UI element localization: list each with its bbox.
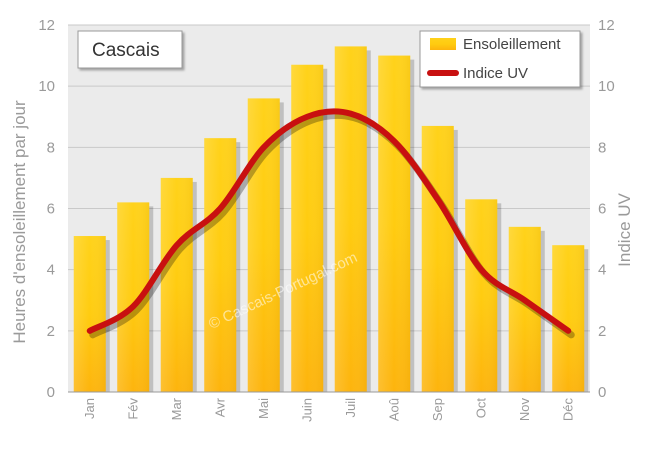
chart-title: Cascais bbox=[92, 40, 160, 61]
y2-axis-label: Indice UV bbox=[615, 192, 634, 266]
bar-highlight bbox=[334, 46, 367, 393]
bar-highlight bbox=[552, 245, 585, 392]
x-tick-label: Déc bbox=[560, 398, 575, 422]
right-axis-ticks: 0 2 4 6 8 10 12 bbox=[598, 17, 615, 401]
x-tick-label: Jan bbox=[82, 398, 97, 419]
y-tick-label: 12 bbox=[38, 17, 55, 34]
x-tick-label: Mar bbox=[169, 397, 184, 420]
y2-tick-label: 10 bbox=[598, 78, 615, 95]
x-tick-label: Mai bbox=[256, 398, 271, 419]
y2-tick-label: 6 bbox=[598, 201, 606, 218]
y2-tick-label: 0 bbox=[598, 384, 606, 401]
y2-tick-label: 12 bbox=[598, 17, 615, 34]
legend-label-bars: Ensoleillement bbox=[463, 36, 561, 53]
legend: Ensoleillement Indice UV bbox=[419, 30, 581, 88]
y-tick-label: 2 bbox=[47, 323, 55, 340]
x-tick-label: Juil bbox=[343, 398, 358, 418]
bar-highlight bbox=[160, 177, 193, 392]
x-tick-label: Oct bbox=[473, 398, 488, 419]
uv-line bbox=[86, 108, 572, 334]
x-tick-label: Aoû bbox=[386, 398, 401, 421]
y-tick-label: 0 bbox=[47, 384, 55, 401]
y-axis-label: Heures d'ensoleillement par jour bbox=[10, 100, 29, 344]
x-tick-label: Sep bbox=[430, 398, 445, 421]
y-tick-label: 8 bbox=[47, 139, 55, 156]
legend-swatch-bars bbox=[430, 38, 456, 50]
y2-tick-label: 8 bbox=[598, 139, 606, 156]
bar-highlight bbox=[73, 236, 106, 392]
bar-highlight bbox=[421, 125, 454, 393]
y-tick-label: 4 bbox=[47, 262, 55, 279]
x-tick-label: Fév bbox=[125, 398, 140, 420]
bar-highlight bbox=[465, 199, 498, 392]
x-tick-label: Nov bbox=[517, 398, 532, 422]
y-tick-label: 6 bbox=[47, 201, 55, 218]
bar-highlight bbox=[204, 138, 237, 392]
x-tick-label: Juin bbox=[299, 398, 314, 422]
left-axis-ticks: 0 2 4 6 8 10 12 bbox=[38, 17, 55, 401]
y-tick-label: 10 bbox=[38, 78, 55, 95]
uv-line-series bbox=[86, 108, 575, 339]
bar-highlight bbox=[378, 55, 411, 392]
title-box: Cascais bbox=[77, 30, 183, 69]
legend-label-line: Indice UV bbox=[463, 65, 528, 82]
y2-tick-label: 4 bbox=[598, 262, 606, 279]
y2-tick-label: 2 bbox=[598, 323, 606, 340]
x-tick-label: Avr bbox=[212, 397, 227, 417]
grid bbox=[68, 24, 590, 332]
x-axis-ticks: Jan Fév Mar Avr Mai Juin Juil Aoû Sep Oct Nov Déc bbox=[82, 397, 576, 422]
